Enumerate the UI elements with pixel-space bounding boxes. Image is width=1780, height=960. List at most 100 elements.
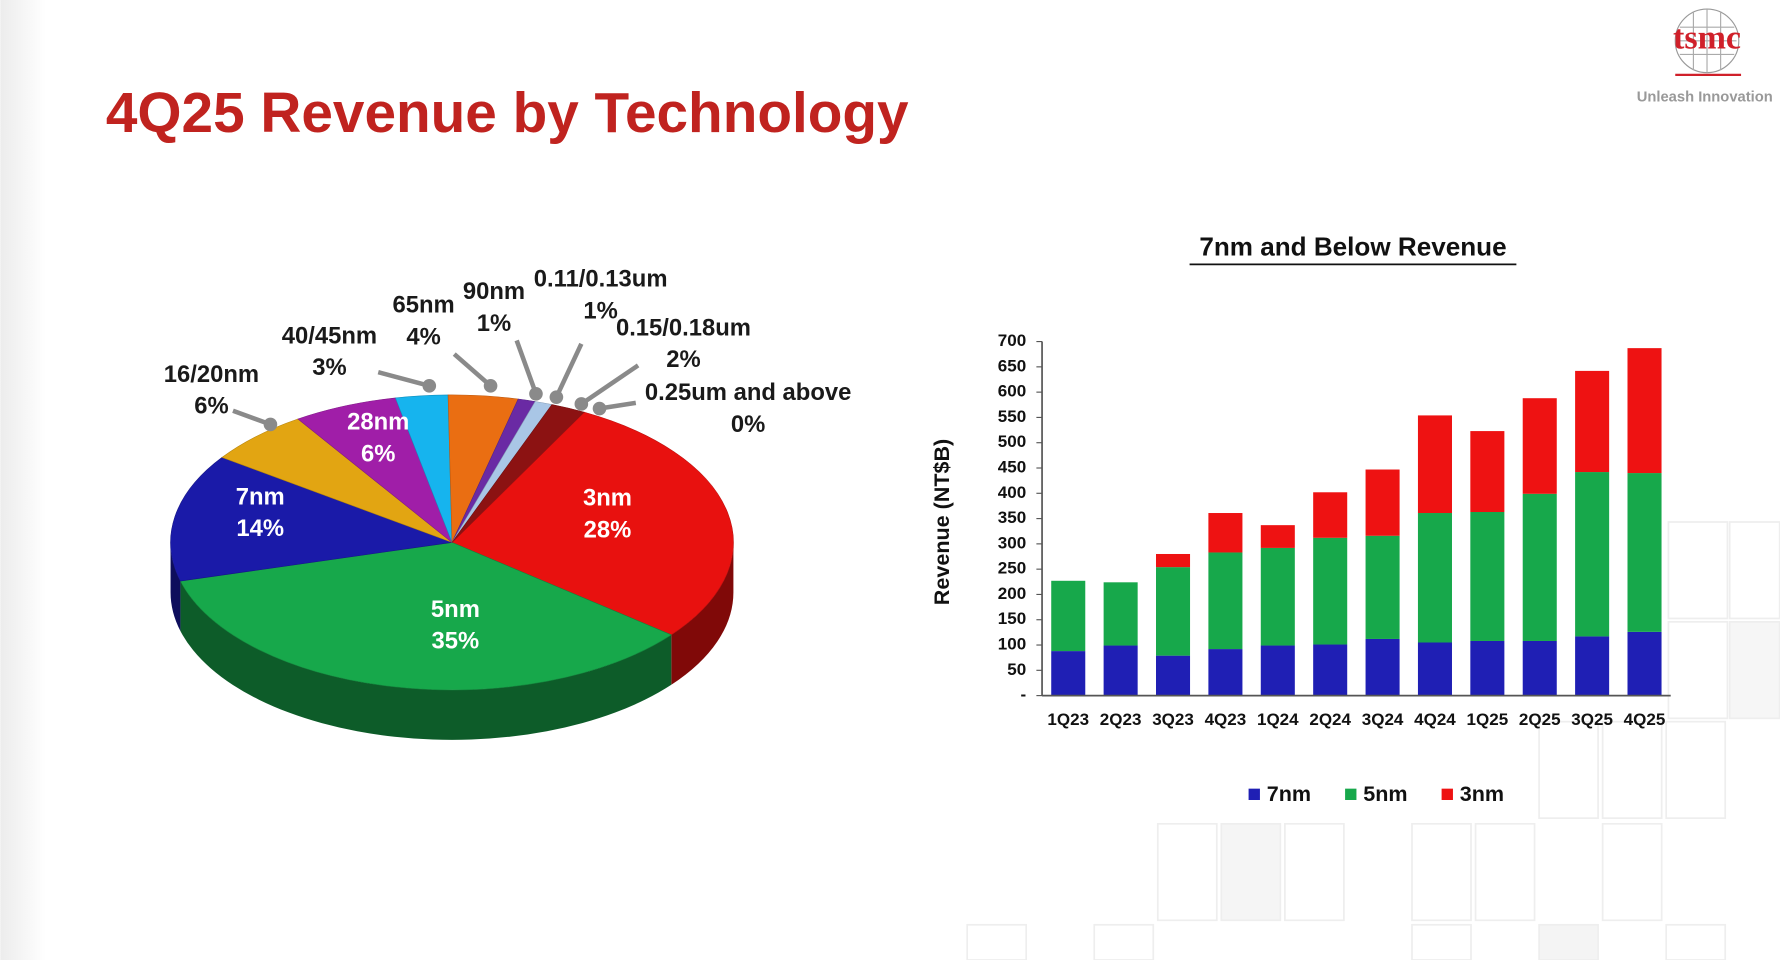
bar-segment [1260, 525, 1295, 548]
leader-line [580, 363, 640, 406]
y-tick-label: 50 [1007, 660, 1026, 679]
legend-swatch [1441, 788, 1453, 800]
bar-segment [1470, 431, 1505, 513]
logo: tsmc Unleash Innovation [1637, 8, 1773, 105]
leader-line [514, 339, 539, 395]
pie-slice [179, 542, 672, 691]
y-tick-label: 450 [998, 458, 1026, 477]
slice-percent: 2% [666, 346, 700, 373]
slice-name: 90nm [463, 278, 525, 305]
y-tick-label: 250 [998, 559, 1026, 578]
bar-segment [1313, 537, 1348, 645]
slice-name: 3nm [583, 485, 632, 512]
pie-side [180, 581, 672, 740]
x-tick-label: 1Q25 [1467, 710, 1509, 729]
logo-text: tsmc [1673, 20, 1741, 57]
slice-percent: 3% [312, 354, 346, 381]
pie-slice [451, 411, 734, 636]
y-tick-label: 300 [998, 533, 1026, 552]
bar-segment [1313, 492, 1348, 538]
y-tick-label: 700 [998, 331, 1026, 350]
slice-percent: 1% [477, 310, 511, 337]
bar-segment [1627, 348, 1662, 474]
bar-segment [1470, 640, 1505, 696]
tagline: Unleash Innovation [1637, 89, 1773, 105]
legend-label: 3nm [1460, 781, 1504, 806]
legend-swatch [1345, 788, 1357, 800]
x-tick-label: 4Q23 [1205, 710, 1247, 729]
bar-segment [1365, 535, 1400, 639]
slice-percent: 1% [583, 297, 617, 324]
bar-segment [1260, 645, 1295, 696]
bar-segment [1470, 512, 1505, 641]
bar-segment [1522, 493, 1557, 641]
x-tick-label: 3Q23 [1152, 710, 1194, 729]
bar-segment [1575, 472, 1610, 637]
leader-dot [263, 417, 278, 432]
background-fade [0, 0, 46, 960]
pie-slices [170, 394, 734, 691]
slice-name: 65nm [393, 292, 455, 319]
y-tick-label: 600 [998, 382, 1026, 401]
y-axis-label: Revenue (NT$B) [929, 439, 954, 605]
legend-label: 5nm [1363, 781, 1407, 806]
pie-slice [170, 457, 453, 582]
x-tick-label: 1Q23 [1047, 710, 1089, 729]
bar-title: 7nm and Below Revenue [1199, 231, 1506, 261]
slice-name: 28nm [347, 409, 409, 436]
bar-segment [1575, 370, 1610, 473]
bar-segment [1417, 415, 1452, 514]
leader-line [377, 370, 430, 389]
x-tick-label: 3Q25 [1571, 710, 1613, 729]
bar-segment [1575, 636, 1610, 696]
slice-percent: 6% [194, 393, 228, 420]
x-tick-label: 1Q24 [1257, 710, 1299, 729]
bar-segment [1156, 567, 1191, 656]
legend-swatch [1248, 788, 1260, 800]
slice-name: 40/45nm [282, 322, 377, 349]
bar-segment [1365, 469, 1400, 536]
y-tick-label: 100 [998, 635, 1026, 654]
bar-segment [1627, 473, 1662, 632]
bar-segment [1313, 644, 1348, 696]
pie-sides [170, 542, 734, 740]
x-tick-label: 2Q23 [1100, 710, 1142, 729]
legend: 7nm 5nm 3nm [1248, 781, 1504, 806]
leader-dot [483, 379, 498, 393]
y-tick-label: 200 [998, 584, 1026, 603]
bar-segment [1365, 638, 1400, 696]
slice-name: 0.25um and above [645, 379, 851, 406]
bar-segment [1103, 582, 1138, 646]
bar-segment [1208, 513, 1243, 553]
bar-segment [1627, 631, 1662, 696]
slice-percent: 14% [236, 515, 284, 542]
bar-segment [1051, 580, 1086, 652]
y-tick-label: - [1020, 685, 1026, 704]
leader-dot [549, 390, 564, 404]
pie-side [170, 542, 181, 632]
y-tick-label: 650 [998, 356, 1026, 375]
bar-segment [1103, 645, 1138, 696]
x-tick-label: 4Q25 [1624, 710, 1666, 729]
slice-name: 7nm [236, 483, 285, 510]
bar-segment [1156, 655, 1191, 696]
leader-dot [422, 379, 437, 393]
bar-segment [1208, 552, 1243, 650]
y-tick-label: 350 [998, 508, 1026, 527]
bar-segment [1156, 553, 1191, 568]
leader-line [452, 352, 493, 388]
background-tiles [966, 521, 1780, 960]
slide-title: 4Q25 Revenue by Technology [106, 82, 909, 145]
slice-name: 0.15/0.18um [616, 314, 751, 341]
slice-percent: 6% [361, 440, 395, 467]
bar-chart: 7nm and Below Revenue Revenue (NT$B) - 50 10… [929, 231, 1671, 806]
y-tick-label: 400 [998, 483, 1026, 502]
bar-segment [1417, 513, 1452, 643]
x-tick-label: 4Q24 [1414, 710, 1456, 729]
leader-dot [529, 386, 543, 401]
y-tick-label: 150 [998, 609, 1026, 628]
pie-labels: 3nm 28% 5nm 35% 7nm 14% 16/20nm 6% 28nm 6% 40/45nm… [164, 266, 852, 655]
bar-segment [1208, 649, 1243, 696]
